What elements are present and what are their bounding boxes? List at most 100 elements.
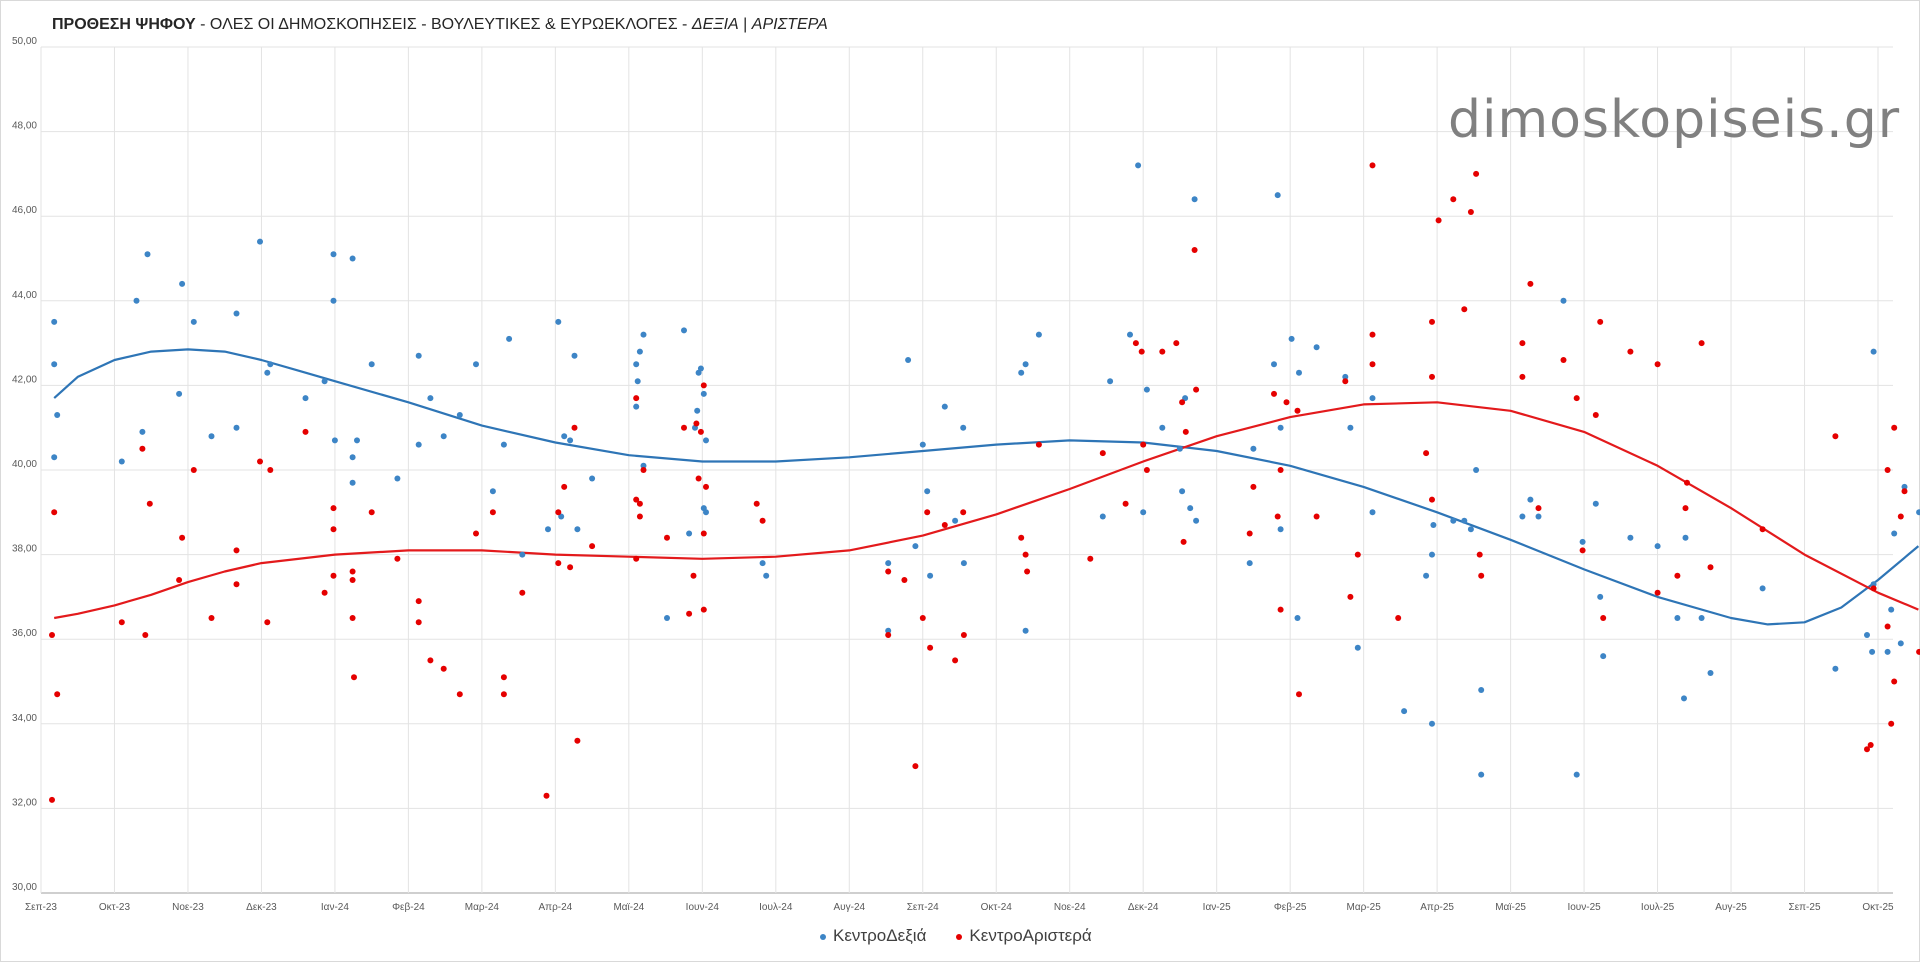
point-centre-left	[351, 674, 357, 681]
point-centre-right	[555, 318, 562, 325]
point-centre-right	[763, 572, 770, 579]
point-centre-left	[1478, 572, 1485, 579]
point-centre-left	[1698, 340, 1705, 347]
point-centre-left	[1159, 348, 1166, 355]
x-tick-label: Οκτ-23	[99, 902, 131, 913]
point-centre-right	[703, 437, 709, 444]
gridlines	[40, 46, 1893, 894]
point-centre-right	[51, 361, 58, 368]
x-tick-label: Απρ-24	[539, 902, 573, 913]
point-centre-left	[1369, 162, 1376, 169]
point-centre-left	[1296, 691, 1302, 698]
y-tick-label: 30,00	[12, 882, 37, 893]
point-centre-left	[633, 395, 640, 402]
point-centre-left	[1369, 331, 1376, 338]
point-centre-right	[567, 437, 574, 444]
x-tick-label: Αυγ-24	[833, 902, 865, 913]
point-centre-left	[1450, 196, 1457, 203]
point-centre-right	[321, 378, 328, 385]
point-centre-right	[1271, 361, 1277, 368]
point-centre-right	[264, 369, 271, 376]
point-centre-right	[349, 454, 356, 461]
point-centre-right	[1274, 192, 1281, 199]
point-centre-right	[1627, 534, 1634, 541]
point-centre-right	[1429, 720, 1435, 727]
point-centre-left	[330, 572, 337, 579]
point-centre-right	[1592, 500, 1599, 507]
point-centre-right	[1182, 395, 1189, 402]
legend-item-centre-left[interactable]: ΚεντροΑριστερά	[956, 926, 1092, 946]
point-centre-left	[555, 509, 562, 516]
point-centre-left	[1179, 399, 1186, 406]
point-centre-left	[1193, 386, 1200, 393]
point-centre-right	[133, 297, 140, 304]
point-centre-left	[1473, 170, 1480, 177]
point-centre-right	[1313, 344, 1320, 351]
point-centre-right	[1884, 648, 1891, 655]
point-centre-right	[1707, 670, 1714, 676]
point-centre-left	[1435, 217, 1442, 224]
point-centre-left	[139, 445, 146, 452]
point-centre-left	[1369, 361, 1376, 368]
point-centre-right	[349, 255, 356, 262]
point-centre-left	[686, 610, 693, 617]
point-centre-right	[1159, 424, 1166, 431]
point-centre-right	[1519, 513, 1526, 520]
point-centre-left	[257, 458, 263, 465]
point-centre-left	[1271, 390, 1277, 397]
point-centre-left	[415, 619, 422, 626]
point-centre-right	[960, 560, 967, 567]
point-centre-right	[51, 454, 58, 461]
point-centre-left	[1018, 534, 1025, 541]
point-centre-right	[330, 251, 337, 258]
point-centre-right	[473, 361, 479, 368]
point-centre-right	[1250, 445, 1257, 452]
point-centre-left	[1476, 551, 1483, 558]
trend-line-centre-right	[53, 348, 1920, 626]
point-centre-right	[1450, 517, 1457, 524]
y-tick-label: 44,00	[12, 290, 37, 301]
point-centre-right	[700, 390, 707, 397]
point-centre-left	[118, 619, 125, 626]
point-centre-right	[144, 251, 151, 258]
point-centre-right	[233, 310, 240, 317]
point-centre-right	[190, 318, 197, 325]
point-centre-left	[1274, 513, 1281, 520]
point-centre-right	[1461, 517, 1468, 524]
point-centre-left	[1250, 483, 1257, 490]
point-centre-left	[759, 517, 766, 524]
point-centre-right	[885, 627, 892, 634]
point-centre-right	[1478, 687, 1485, 693]
point-centre-right	[664, 615, 670, 621]
point-centre-right	[1277, 526, 1284, 533]
point-centre-right	[1369, 509, 1376, 516]
point-centre-left	[1132, 340, 1139, 347]
point-centre-left	[753, 500, 760, 507]
point-centre-right	[697, 365, 704, 372]
point-centre-left	[349, 568, 356, 575]
point-centre-right	[1401, 708, 1408, 715]
x-tick-label: Μαρ-24	[465, 902, 500, 913]
point-centre-left	[264, 619, 271, 626]
point-centre-left	[912, 763, 919, 770]
point-centre-left	[1099, 450, 1106, 457]
point-centre-right	[1681, 695, 1687, 702]
y-tick-label: 32,00	[12, 797, 37, 808]
point-centre-right	[1191, 196, 1198, 203]
point-centre-left	[142, 632, 149, 638]
y-axis-ticks: 30,00 32,00 34,00 36,00 38,00 40,00 42,00 44,00…	[12, 36, 37, 893]
point-centre-left	[49, 632, 55, 638]
point-centre-left	[1467, 209, 1474, 215]
point-centre-left	[500, 691, 507, 698]
y-tick-label: 38,00	[12, 544, 37, 555]
point-centre-left	[1246, 530, 1253, 537]
point-centre-left	[1884, 623, 1891, 630]
legend-item-centre-right[interactable]: ΚεντροΔεξιά	[820, 926, 926, 946]
point-centre-left	[1901, 488, 1908, 495]
point-centre-left	[1354, 551, 1361, 558]
point-centre-left	[1024, 568, 1031, 575]
point-centre-left	[1122, 500, 1129, 507]
point-centre-left	[636, 500, 643, 507]
point-centre-left	[927, 644, 934, 651]
point-centre-left	[1313, 513, 1320, 520]
